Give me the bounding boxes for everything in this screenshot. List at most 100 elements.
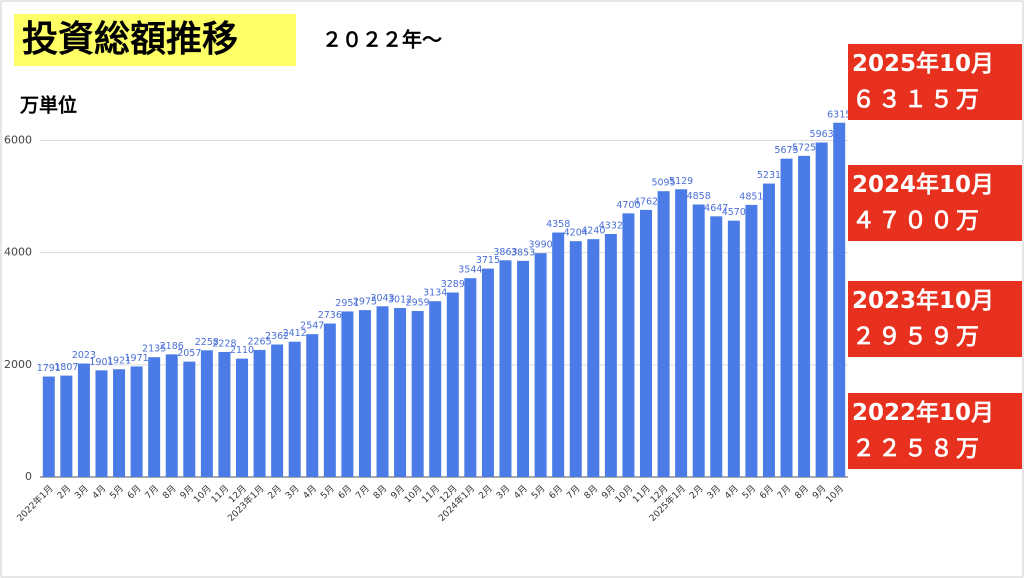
x-tick-label: 7月	[354, 483, 372, 501]
bar	[604, 234, 617, 477]
bar	[130, 366, 143, 477]
value-label: 1807	[54, 362, 78, 373]
value-label: 2412	[283, 328, 307, 339]
x-tick-label: 8月	[582, 483, 600, 501]
value-label: 2110	[230, 345, 254, 356]
bar	[622, 213, 635, 477]
x-tick-label: 6月	[125, 483, 143, 501]
value-label: 3043	[370, 293, 394, 304]
value-label: 4240	[581, 226, 605, 237]
bar	[271, 344, 284, 477]
annotation-box: 2025年10月 ６３１５万	[848, 44, 1022, 120]
bar	[95, 370, 108, 477]
value-label: 3853	[511, 247, 535, 258]
bar	[446, 292, 459, 477]
bar	[165, 354, 178, 477]
value-label: 4204	[564, 228, 588, 239]
x-tick-label: 2月	[266, 483, 284, 501]
bar	[569, 241, 582, 477]
bar	[77, 363, 90, 477]
bar	[288, 341, 301, 477]
bar	[815, 142, 828, 477]
value-label: 2547	[300, 321, 324, 332]
value-label: 5963	[810, 129, 834, 140]
x-tick-label: 7月	[564, 483, 582, 501]
bar	[429, 301, 442, 477]
value-label: 5675	[774, 145, 798, 156]
bar	[745, 204, 758, 477]
value-label: 5231	[757, 170, 781, 181]
bar	[358, 310, 371, 477]
value-label: 3715	[476, 255, 500, 266]
x-tick-label: 2022年1月	[14, 482, 55, 523]
y-tick-label: 0	[25, 470, 32, 483]
x-tick-label: 10月	[402, 483, 424, 505]
x-tick-label: 2月	[477, 483, 495, 501]
x-tick-label: 8月	[793, 483, 811, 501]
x-tick-label: 5月	[740, 483, 758, 501]
bar	[587, 239, 600, 477]
x-tick-label: 5月	[319, 483, 337, 501]
value-label: 3012	[388, 295, 412, 306]
value-label: 3990	[529, 240, 553, 251]
value-label: 2023	[72, 350, 96, 361]
x-tick-label: 4月	[512, 483, 530, 501]
bar	[376, 306, 389, 477]
y-tick-label: 4000	[4, 246, 32, 259]
bar	[148, 357, 161, 477]
value-label: 2228	[212, 339, 236, 350]
x-tick-label: 11月	[209, 483, 231, 505]
value-label: 3134	[423, 288, 447, 299]
value-label: 4700	[616, 200, 640, 211]
value-label: 1901	[89, 357, 113, 368]
bar	[236, 358, 248, 477]
value-label: 2362	[265, 331, 289, 342]
bar	[323, 323, 336, 477]
x-tick-label: 8月	[371, 483, 389, 501]
bar	[640, 209, 652, 477]
chart-subtitle: ２０２２年〜	[322, 28, 442, 52]
value-label: 3289	[441, 279, 465, 290]
value-label: 2135	[142, 344, 166, 355]
bar	[534, 253, 547, 477]
x-tick-label: 3月	[494, 483, 512, 501]
bar	[517, 260, 530, 477]
bar	[341, 311, 354, 477]
bar	[710, 216, 723, 477]
x-tick-label: 5月	[529, 483, 547, 501]
annotation-label: 2022年10月	[852, 400, 995, 426]
annotation-amount: ２９５９万	[852, 324, 982, 350]
chart-title: 投資総額推移	[22, 19, 238, 60]
bar	[798, 155, 811, 477]
annotation-box: 2024年10月 ４７００万	[848, 165, 1022, 241]
bar	[200, 350, 213, 477]
y-tick-label: 6000	[4, 133, 32, 146]
x-tick-label: 3月	[283, 483, 301, 501]
annotation-amount: ４７００万	[852, 208, 982, 234]
x-tick-label: 3月	[705, 483, 723, 501]
x-tick-label: 3月	[73, 483, 91, 501]
value-label: 2959	[406, 298, 430, 309]
bar	[499, 260, 512, 477]
bar	[253, 349, 266, 477]
value-label: 5095	[651, 178, 675, 189]
x-tick-label: 2月	[55, 483, 73, 501]
x-tick-label: 4月	[301, 483, 319, 501]
value-label: 2975	[353, 297, 377, 308]
value-label: 3544	[458, 265, 482, 276]
value-label: 2186	[160, 341, 184, 352]
value-label: 4332	[599, 221, 623, 232]
value-label: 4851	[739, 191, 763, 202]
bar	[481, 268, 494, 477]
value-label: 4570	[722, 207, 746, 218]
x-tick-label: 7月	[143, 483, 161, 501]
bar	[692, 204, 705, 477]
x-tick-label: 6月	[547, 483, 565, 501]
x-tick-label: 8月	[160, 483, 178, 501]
value-label: 1971	[125, 353, 149, 364]
bar	[60, 375, 73, 477]
value-label: 2057	[177, 348, 201, 359]
